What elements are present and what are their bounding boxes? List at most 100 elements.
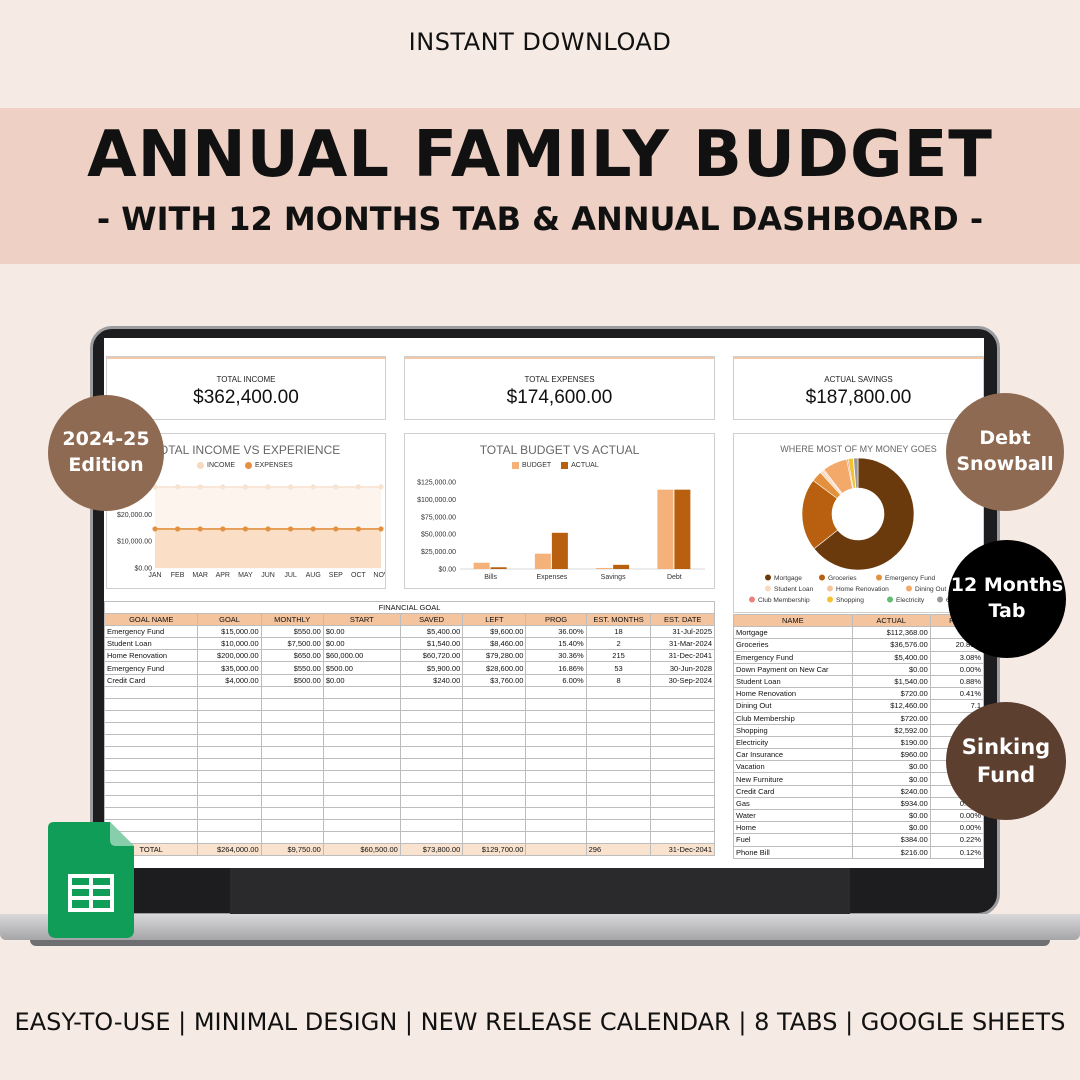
table-cell[interactable]: $79,280.00 — [462, 649, 527, 663]
table-cell[interactable]: $0.00 — [851, 821, 931, 835]
table-cell[interactable]: Mortgage — [733, 626, 853, 640]
table-cell[interactable]: $1,540.00 — [851, 674, 931, 689]
table-cell[interactable]: Emergency Fund — [733, 650, 853, 664]
table-cell[interactable] — [322, 806, 401, 820]
table-cell[interactable] — [260, 782, 324, 796]
table-cell[interactable] — [585, 758, 652, 772]
table-cell[interactable]: $720.00 — [851, 687, 931, 701]
table-cell[interactable] — [585, 709, 652, 723]
table-cell[interactable] — [399, 746, 464, 760]
table-cell[interactable] — [399, 734, 464, 748]
table-cell[interactable] — [585, 830, 652, 844]
table-cell[interactable] — [525, 806, 587, 820]
table-cell[interactable] — [197, 697, 262, 711]
table-cell[interactable]: $0.00 — [851, 808, 931, 823]
table-cell[interactable] — [650, 758, 715, 772]
table-cell[interactable]: $550.00 — [260, 661, 324, 675]
table-cell[interactable]: 8 — [585, 673, 652, 687]
table-cell[interactable] — [585, 697, 652, 711]
table-cell[interactable] — [260, 830, 324, 844]
table-cell[interactable] — [103, 758, 199, 772]
table-cell[interactable]: Credit Card — [733, 784, 853, 798]
table-cell[interactable] — [525, 794, 587, 808]
table-cell[interactable]: $960.00 — [851, 748, 931, 762]
table-cell[interactable]: Water — [733, 808, 853, 823]
table-cell[interactable] — [462, 758, 527, 772]
table-cell[interactable] — [260, 770, 324, 784]
table-cell[interactable] — [525, 758, 587, 772]
table-cell[interactable] — [260, 685, 324, 699]
table-cell[interactable] — [322, 782, 401, 796]
table-cell[interactable] — [197, 685, 262, 699]
table-cell[interactable]: $36,576.00 — [851, 638, 931, 652]
table-cell[interactable] — [650, 709, 715, 723]
table-cell[interactable]: Home — [733, 821, 853, 835]
table-cell[interactable] — [260, 734, 324, 748]
table-cell[interactable] — [399, 685, 464, 699]
table-cell[interactable]: 16.86% — [525, 661, 587, 675]
table-cell[interactable] — [399, 830, 464, 844]
table-cell[interactable] — [103, 794, 199, 808]
table-cell[interactable]: $112,368.00 — [851, 626, 931, 640]
table-cell[interactable]: $3,760.00 — [462, 673, 527, 687]
table-cell[interactable]: 53 — [585, 661, 652, 675]
table-cell[interactable]: Club Membership — [733, 711, 853, 725]
table-cell[interactable]: 0.12% — [929, 845, 985, 859]
table-cell[interactable] — [103, 709, 199, 723]
table-cell[interactable] — [103, 746, 199, 760]
table-cell[interactable] — [462, 734, 527, 748]
table-cell[interactable] — [462, 794, 527, 808]
table-cell[interactable]: $60,000.00 — [322, 649, 401, 663]
table-cell[interactable] — [650, 806, 715, 820]
table-cell[interactable] — [462, 782, 527, 796]
table-cell[interactable]: Student Loan — [733, 674, 853, 689]
table-cell[interactable]: 0.41% — [929, 687, 985, 701]
table-cell[interactable] — [197, 794, 262, 808]
table-cell[interactable]: $60,720.00 — [399, 649, 464, 663]
table-cell[interactable] — [103, 806, 199, 820]
table-cell[interactable]: $12,460.00 — [851, 699, 931, 713]
table-cell[interactable] — [322, 758, 401, 772]
table-cell[interactable] — [103, 782, 199, 796]
table-cell[interactable] — [525, 697, 587, 711]
table-cell[interactable]: $0.00 — [322, 673, 401, 687]
table-cell[interactable] — [322, 794, 401, 808]
table-cell[interactable] — [525, 830, 587, 844]
table-cell[interactable]: $1,540.00 — [399, 637, 464, 651]
table-cell[interactable] — [197, 721, 262, 736]
table-cell[interactable]: Electricity — [733, 735, 853, 750]
table-cell[interactable]: 30.36% — [525, 649, 587, 663]
table-cell[interactable] — [585, 734, 652, 748]
table-cell[interactable] — [103, 721, 199, 736]
table-cell[interactable] — [399, 782, 464, 796]
table-cell[interactable] — [260, 709, 324, 723]
table-cell[interactable] — [585, 685, 652, 699]
table-cell[interactable]: 0.00% — [929, 821, 985, 835]
table-cell[interactable]: Credit Card — [103, 673, 199, 687]
table-cell[interactable]: $500.00 — [260, 673, 324, 687]
table-cell[interactable] — [322, 746, 401, 760]
table-cell[interactable]: $9,600.00 — [462, 625, 527, 639]
table-cell[interactable]: $190.00 — [851, 735, 931, 750]
table-cell[interactable]: Emergency Fund — [103, 661, 199, 675]
table-cell[interactable] — [650, 697, 715, 711]
table-cell[interactable]: 15.40% — [525, 637, 587, 651]
table-cell[interactable]: 31-Mar-2024 — [650, 637, 715, 651]
table-cell[interactable] — [399, 758, 464, 772]
table-cell[interactable]: $7,500.00 — [260, 637, 324, 651]
table-cell[interactable] — [197, 782, 262, 796]
table-cell[interactable]: $934.00 — [851, 796, 931, 811]
table-cell[interactable] — [197, 709, 262, 723]
table-cell[interactable] — [525, 734, 587, 748]
table-cell[interactable] — [650, 685, 715, 699]
table-cell[interactable] — [399, 806, 464, 820]
table-cell[interactable] — [197, 746, 262, 760]
table-cell[interactable] — [585, 818, 652, 832]
table-cell[interactable] — [585, 794, 652, 808]
table-cell[interactable] — [650, 770, 715, 784]
table-cell[interactable] — [322, 697, 401, 711]
table-cell[interactable] — [650, 794, 715, 808]
table-cell[interactable] — [462, 709, 527, 723]
table-cell[interactable]: 3.08% — [929, 650, 985, 664]
table-cell[interactable] — [322, 685, 401, 699]
